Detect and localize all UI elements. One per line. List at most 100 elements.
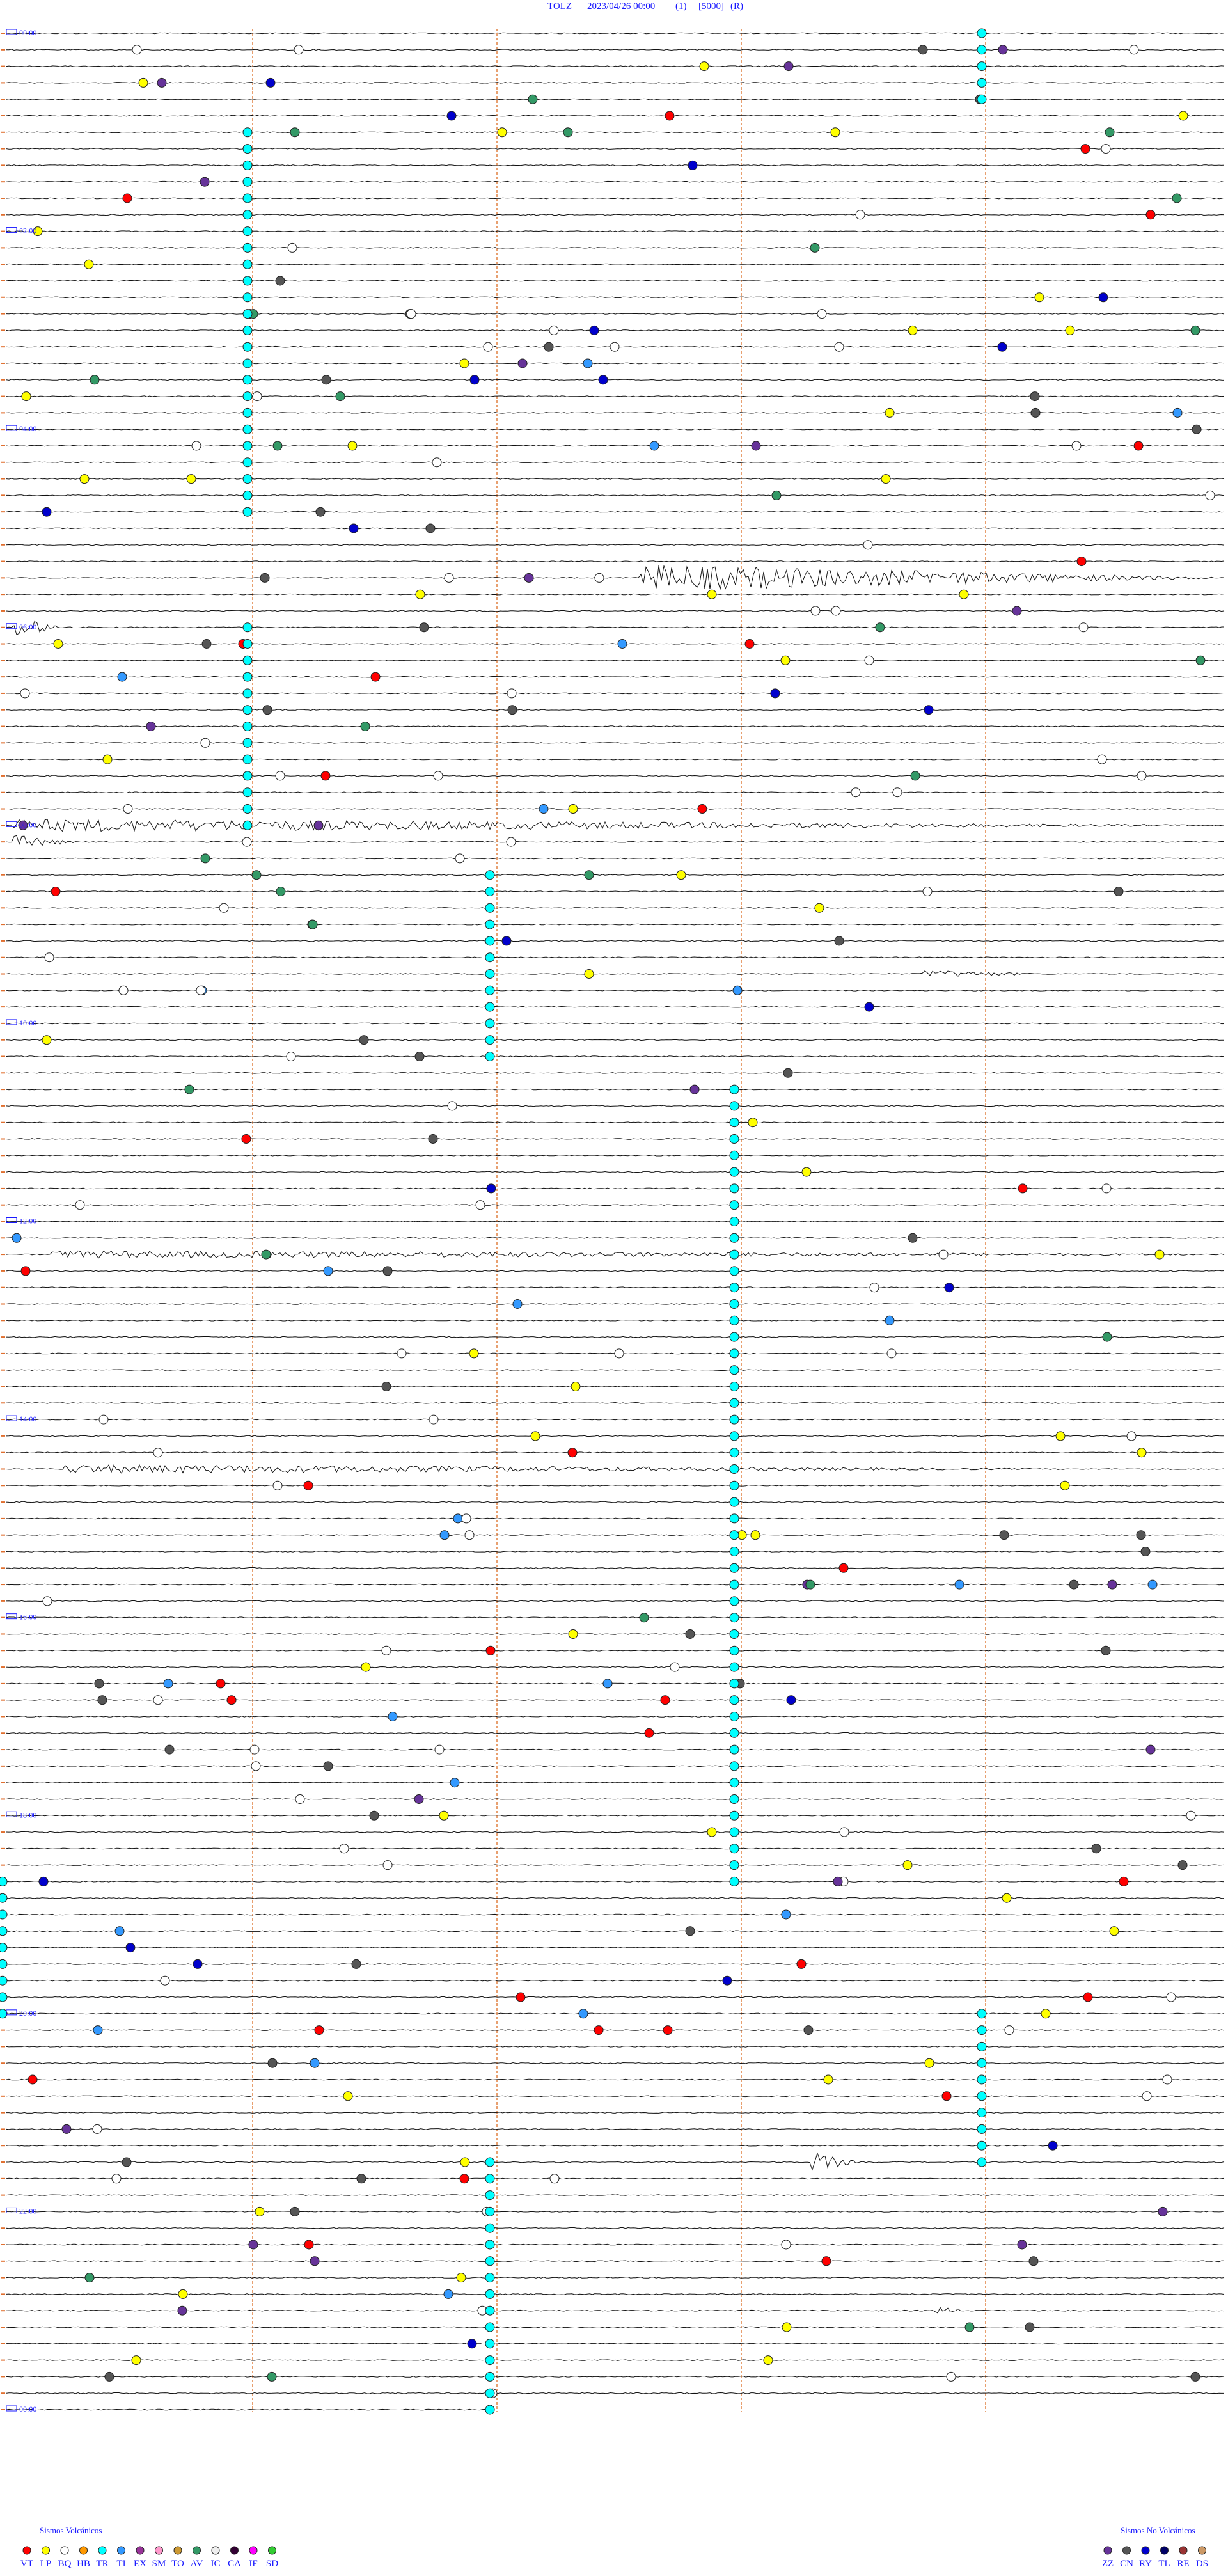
- event-marker: [729, 1382, 739, 1391]
- event-marker: [102, 754, 113, 764]
- event-marker: [275, 276, 285, 286]
- trace: [6, 2211, 1225, 2213]
- label-box: [6, 1613, 17, 1620]
- event-marker: [918, 45, 928, 55]
- event-marker: [0, 1893, 8, 1903]
- event-marker: [98, 1414, 109, 1425]
- legend-dot: [22, 2546, 31, 2555]
- event-marker: [1205, 490, 1215, 500]
- trace: [6, 1319, 1225, 1322]
- event-marker: [1114, 887, 1124, 896]
- event-marker: [242, 259, 253, 269]
- event-marker: [516, 1992, 526, 2002]
- trace: [6, 2152, 1225, 2171]
- trace: [6, 1517, 1225, 1520]
- event-marker: [12, 1233, 22, 1243]
- event-marker: [729, 1695, 739, 1705]
- event-marker: [313, 820, 324, 830]
- event-marker: [1030, 391, 1040, 402]
- event-marker: [729, 1613, 739, 1623]
- legend-code: AV: [191, 2559, 203, 2569]
- trace: [6, 1270, 1225, 1272]
- event-marker: [805, 1579, 815, 1590]
- event-marker: [729, 1283, 739, 1293]
- event-marker: [275, 771, 285, 781]
- event-marker: [729, 1101, 739, 1111]
- event-marker: [485, 887, 495, 896]
- legend-code: HB: [77, 2559, 90, 2569]
- event-marker: [1145, 1744, 1156, 1755]
- event-marker: [977, 2108, 987, 2118]
- event-marker: [122, 193, 132, 203]
- trace: [6, 1336, 1225, 1338]
- trace: [6, 2243, 1225, 2246]
- event-marker: [242, 639, 253, 649]
- event-marker: [186, 474, 196, 484]
- label-box: [6, 29, 17, 35]
- event-marker: [834, 936, 844, 946]
- event-marker: [1055, 1431, 1066, 1441]
- trace: [6, 1583, 1225, 1586]
- event-marker: [814, 903, 824, 913]
- event-marker: [18, 820, 28, 830]
- legend-code: IF: [249, 2559, 257, 2569]
- event-marker: [729, 1315, 739, 1325]
- trace: [6, 280, 1225, 282]
- event-marker: [320, 771, 331, 781]
- event-marker: [732, 985, 743, 995]
- event-marker: [834, 342, 844, 352]
- event-marker: [517, 358, 528, 368]
- event-marker: [304, 2240, 314, 2250]
- event-marker: [53, 639, 63, 649]
- trace: [6, 2095, 1225, 2098]
- event-marker: [308, 919, 318, 929]
- event-marker: [163, 1679, 173, 1689]
- event-marker: [1091, 1844, 1101, 1854]
- trace: [6, 1386, 1225, 1387]
- trace: [6, 2293, 1225, 2295]
- event-marker: [122, 2157, 132, 2167]
- event-marker: [242, 407, 253, 418]
- trace: [6, 775, 1225, 777]
- trace: [6, 1138, 1225, 1140]
- legend-dot: [211, 2546, 220, 2555]
- event-marker: [1076, 557, 1087, 567]
- event-marker: [594, 2025, 604, 2035]
- event-marker: [485, 2355, 495, 2366]
- trace: [6, 1947, 1225, 1948]
- event-marker: [881, 474, 891, 484]
- event-marker: [485, 2305, 495, 2316]
- event-marker: [885, 407, 895, 418]
- event-marker: [251, 870, 262, 880]
- event-marker: [1041, 2009, 1051, 2019]
- event-marker: [998, 45, 1008, 55]
- trace: [6, 1748, 1225, 1751]
- trace: [6, 758, 1225, 761]
- event-marker: [447, 1101, 457, 1111]
- event-marker: [349, 523, 359, 533]
- event-marker: [1147, 1579, 1158, 1590]
- trace: [6, 1996, 1224, 1998]
- event-marker: [501, 936, 512, 946]
- event-marker: [941, 2091, 952, 2101]
- legend-code: DS: [1196, 2559, 1208, 2569]
- event-marker: [359, 1035, 369, 1045]
- legend-dot: [42, 2546, 50, 2555]
- event-marker: [0, 1992, 8, 2002]
- event-marker: [459, 358, 469, 368]
- trace: [6, 164, 1225, 166]
- event-marker: [571, 1382, 581, 1391]
- event-marker: [506, 837, 516, 847]
- event-marker: [459, 2174, 469, 2184]
- event-marker: [528, 94, 538, 104]
- event-marker: [485, 2289, 495, 2299]
- legend-code: RE: [1177, 2559, 1189, 2569]
- event-marker: [360, 722, 370, 731]
- event-marker: [977, 94, 987, 104]
- event-marker: [339, 1844, 349, 1854]
- event-marker: [242, 210, 253, 220]
- event-marker: [729, 1778, 739, 1788]
- trace: [6, 676, 1225, 678]
- event-marker: [886, 1348, 897, 1359]
- event-marker: [370, 672, 381, 682]
